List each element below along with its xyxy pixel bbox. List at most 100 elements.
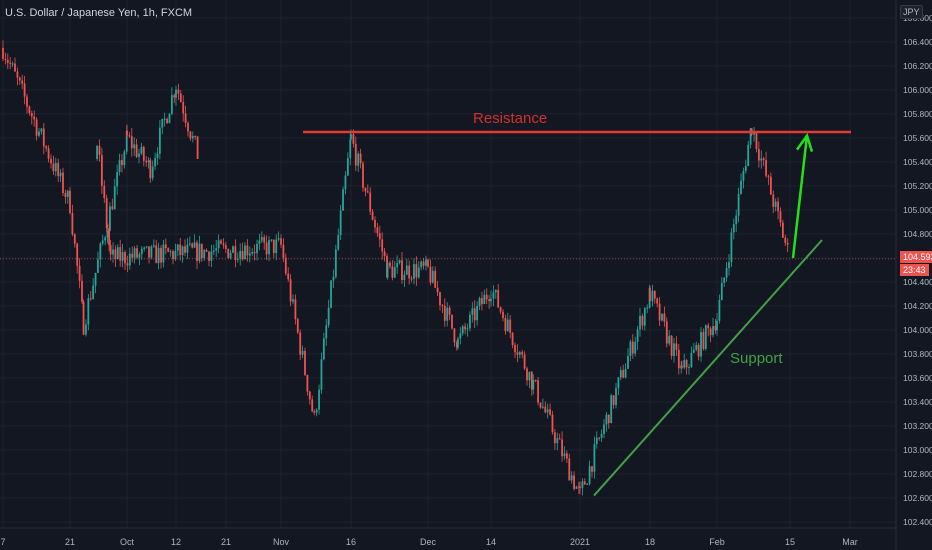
candle-body (232, 246, 234, 253)
candle-body (405, 265, 408, 275)
candle-body (121, 160, 123, 166)
candle-body (446, 307, 449, 321)
candle-body (453, 328, 456, 343)
candle-body (700, 332, 702, 357)
candle-body (429, 266, 432, 283)
candle-body (187, 123, 189, 132)
candle-body (451, 314, 453, 329)
candle-body (646, 307, 649, 309)
candle-body (280, 238, 282, 245)
candle-body (208, 251, 210, 261)
candle-body (712, 326, 714, 336)
candle-body (9, 62, 12, 64)
candle-body (389, 262, 391, 267)
candle-body (299, 332, 302, 355)
x-tick-label: 12 (171, 537, 181, 547)
candle-body (138, 153, 140, 157)
candle-body (476, 306, 479, 321)
current-price-label: 104.593 (900, 251, 932, 263)
candle-body (128, 253, 131, 266)
y-tick-label: 106.400 (903, 37, 932, 47)
candle-body (784, 237, 787, 243)
candle-body (521, 352, 524, 355)
candle-body (125, 130, 128, 152)
candle-body (154, 158, 156, 167)
candle-body (104, 237, 107, 241)
candle-body (109, 206, 111, 231)
candle-body (591, 466, 593, 472)
candle-body (130, 136, 133, 149)
candle-body (147, 160, 150, 163)
x-tick-label: Feb (709, 537, 725, 547)
candle-body (339, 210, 342, 236)
candle-body (106, 230, 109, 238)
candle-body (100, 155, 103, 186)
y-tick-label: 102.400 (903, 517, 932, 527)
candle-body (234, 246, 237, 260)
candle-body (709, 328, 712, 336)
candle-body (422, 261, 425, 266)
candle-body (162, 244, 165, 263)
candle-body (680, 365, 683, 368)
candle-body (466, 328, 469, 330)
candle-body (186, 244, 189, 253)
candle-body (194, 136, 197, 138)
y-tick-label: 104.200 (903, 301, 932, 311)
candle-body (502, 311, 504, 319)
candle-body (740, 180, 742, 194)
candle-body (568, 458, 571, 481)
candle-body (714, 326, 717, 331)
candle-body (105, 198, 108, 229)
candle-body (182, 101, 185, 114)
candle-body (434, 270, 437, 288)
candle-body (40, 128, 43, 132)
candle-body (511, 332, 514, 345)
candle-body (23, 83, 26, 97)
candle-body (677, 349, 680, 369)
candle-body (573, 475, 575, 489)
candle-body (164, 244, 167, 249)
candle-body (193, 242, 196, 248)
candle-body (612, 395, 615, 405)
candle-body (220, 240, 222, 244)
candle-body (30, 113, 33, 117)
candle-body (649, 287, 651, 302)
y-tick-label: 105.200 (903, 181, 932, 191)
candle-body (133, 144, 136, 149)
candle-body (320, 359, 323, 390)
candle-body (359, 153, 362, 164)
candle-body (749, 128, 752, 145)
candle-body (217, 240, 220, 249)
candle-body (772, 194, 775, 207)
candle-body (59, 172, 62, 177)
candle-body (315, 409, 318, 413)
candle-body (769, 176, 772, 195)
candle-body (534, 380, 537, 382)
candle-body (514, 344, 516, 353)
candle-body (327, 307, 330, 326)
candle-body (464, 326, 467, 330)
candle-body (570, 475, 573, 481)
candle-body (600, 433, 603, 438)
drawing-overlays (0, 130, 896, 497)
candle-body (786, 242, 789, 245)
candle-body (172, 251, 174, 259)
candle-body (556, 438, 559, 444)
x-tick-label: 15 (785, 537, 795, 547)
candle-body (627, 355, 629, 369)
candle-body (622, 370, 625, 378)
candle-body (352, 134, 355, 144)
candle-body (362, 163, 364, 188)
candle-body (381, 239, 384, 252)
candle-body (136, 248, 138, 258)
candle-body (579, 487, 581, 489)
candle-body (73, 234, 76, 244)
candle-body (471, 308, 474, 315)
candle-body (158, 127, 161, 154)
candle-body (398, 260, 401, 263)
candle-body (551, 414, 554, 433)
candle-body (311, 399, 314, 412)
candle-body (296, 319, 299, 333)
